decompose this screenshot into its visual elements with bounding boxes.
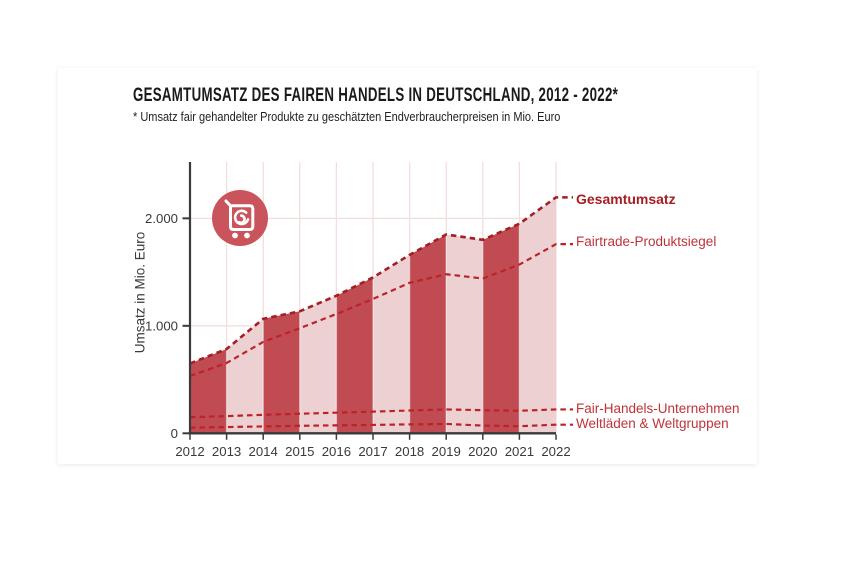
x-tick-label: 2021 [505,444,534,459]
year-band [299,295,337,434]
y-tick-label: 2.000 [145,211,178,226]
year-band [263,311,300,434]
series-line-fair-handels-unternehmen [189,408,573,419]
year-band [190,349,227,434]
shopping-cart-icon [212,190,268,246]
chart-title: GESAMTUMSATZ DES FAIREN HANDELS IN DEUTS… [133,85,619,106]
shopping-cart-badge [212,190,268,246]
chart-footnote: * Umsatz fair gehandelter Produkte zu ge… [133,110,561,124]
x-tick-label: 2015 [285,444,314,459]
year-band [446,234,483,434]
x-tick-label: 2017 [358,444,387,459]
legend-weltlaeden-weltgruppen: Weltläden & Weltgruppen [576,416,729,431]
x-tick-label: 2012 [175,444,204,459]
x-tick-label: 2014 [249,444,278,459]
year-band [482,223,520,434]
x-tick-label: 2019 [432,444,461,459]
legend-fairtrade-produktsiegel: Fairtrade-Produktsiegel [576,234,717,249]
legend-fair-handels-unternehmen: Fair-Handels-Unternehmen [576,401,740,416]
x-tick-label: 2022 [541,444,570,459]
year-band [373,254,410,434]
year-band [336,277,373,434]
series-line-gesamtumsatz [189,196,573,365]
x-tick-label: 2013 [212,444,241,459]
x-tick-label: 2020 [468,444,497,459]
y-tick-label: 0 [171,426,178,441]
x-tick-label: 2018 [395,444,424,459]
legend-gesamtumsatz: Gesamtumsatz [576,191,676,207]
year-band [409,234,447,434]
year-band [519,197,556,434]
series-line-weltl-den-weltgruppen [189,422,573,429]
y-tick-label: 1.000 [145,318,178,333]
x-tick-label: 2016 [322,444,351,459]
series-line-fairtrade-produktsiegel [189,243,573,378]
